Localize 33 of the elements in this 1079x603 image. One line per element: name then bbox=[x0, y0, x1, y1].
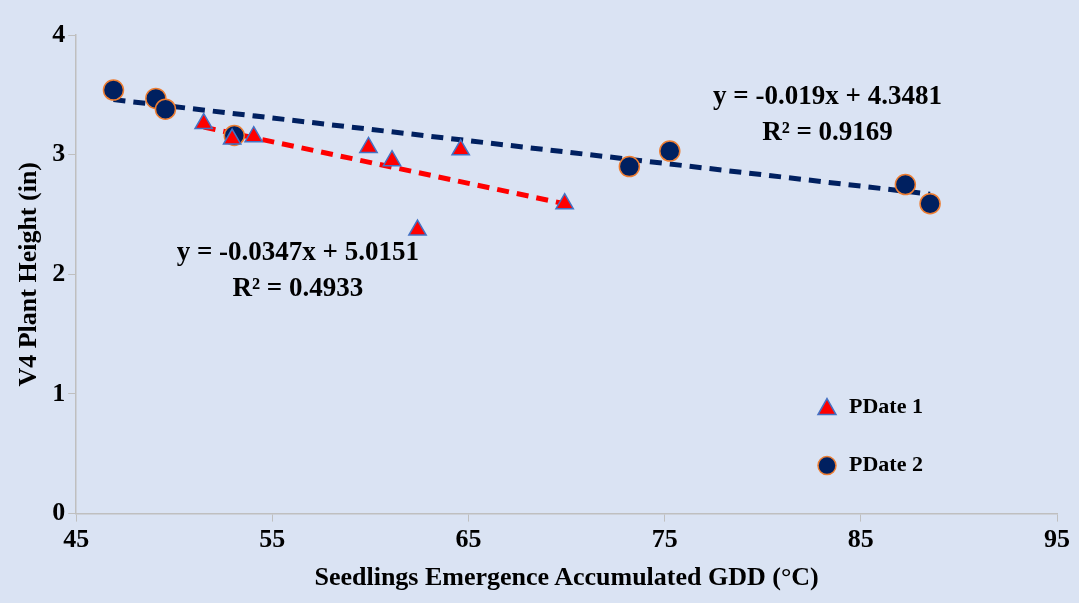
y-tick-label: 4 bbox=[52, 18, 66, 48]
point bbox=[222, 128, 242, 145]
annotation: y = -0.0347x + 5.0151 bbox=[176, 235, 419, 266]
x-tick-label: 45 bbox=[63, 523, 90, 553]
x-tick-label: 95 bbox=[1044, 523, 1070, 553]
point bbox=[154, 98, 177, 120]
point bbox=[244, 125, 264, 143]
point bbox=[359, 136, 378, 154]
x-axis-title: Seedlings Emergence Accumulated GDD (°C) bbox=[314, 562, 819, 592]
point bbox=[894, 173, 917, 196]
y-tick-label: 2 bbox=[52, 258, 66, 288]
annotation: R² = 0.4933 bbox=[232, 271, 364, 302]
annotation: R² = 0.9169 bbox=[762, 116, 893, 147]
point bbox=[382, 149, 402, 167]
point bbox=[919, 192, 941, 215]
y-tick-label: 1 bbox=[52, 377, 66, 407]
y-tick-label: 3 bbox=[52, 138, 66, 168]
legend-label: PDate 1 bbox=[849, 393, 923, 419]
x-tick-label: 75 bbox=[651, 523, 678, 553]
point bbox=[194, 112, 214, 130]
point bbox=[618, 155, 641, 178]
x-tick-label: 85 bbox=[847, 523, 874, 553]
point bbox=[659, 140, 681, 162]
annotation: y = -0.019x + 4.3481 bbox=[713, 80, 942, 111]
point bbox=[102, 79, 125, 101]
y-tick-label: 0 bbox=[52, 497, 66, 527]
point bbox=[451, 139, 471, 156]
point bbox=[555, 192, 575, 210]
point bbox=[408, 219, 427, 236]
x-tick-label: 65 bbox=[455, 523, 482, 553]
legend-label: PDate 2 bbox=[849, 451, 923, 477]
y-axis-title: V4 Plant Height (in) bbox=[13, 162, 43, 387]
x-tick-label: 55 bbox=[259, 523, 286, 553]
